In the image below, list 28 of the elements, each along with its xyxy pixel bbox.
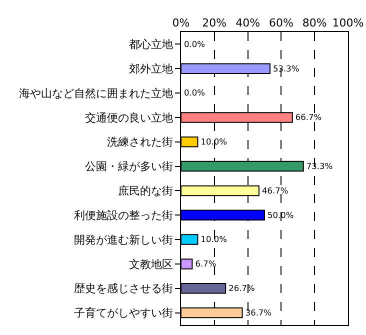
data-label: 46.7%	[262, 185, 288, 196]
x-tick-label: 60%	[268, 16, 294, 30]
data-label: 73.3%	[306, 160, 333, 171]
y-tick-label: 交通便の良い立地	[84, 111, 173, 124]
x-tick-label: 0%	[172, 16, 190, 30]
y-tick-label: 洗練された街	[106, 136, 173, 149]
y-tick-label: 都心立地	[128, 38, 173, 52]
y-tick-label: 利便施設の整った街	[74, 208, 173, 222]
data-label: 0.0%	[184, 38, 206, 49]
data-label: 0.0%	[184, 88, 206, 98]
data-label: 6.7%	[195, 258, 216, 269]
y-tick-label: 文教地区	[128, 258, 173, 271]
y-tick-label: 海や山など自然に囲まれた立地	[18, 86, 173, 100]
x-tick-label: 100%	[332, 16, 364, 30]
data-label: 53.3%	[273, 63, 300, 74]
x-tick-label: 80%	[302, 16, 327, 30]
x-tick-label: 40%	[236, 16, 260, 30]
x-tick-label: 20%	[202, 16, 227, 30]
data-label: 36.7%	[245, 307, 272, 318]
y-tick-label: 庶民的な街	[118, 184, 173, 198]
data-label: 10.0%	[200, 136, 228, 147]
y-tick-label: 子育てがしやすい街	[74, 306, 173, 320]
data-label: 10.0%	[200, 234, 228, 244]
y-tick-label: 歴史を感じさせる街	[74, 282, 173, 296]
data-label: 66.7%	[295, 112, 322, 122]
y-tick-label: 公園・緑が多い街	[84, 160, 173, 174]
y-tick-label: 開発が進む新しい街	[74, 233, 173, 246]
y-tick-label: 郊外立地	[128, 62, 173, 76]
